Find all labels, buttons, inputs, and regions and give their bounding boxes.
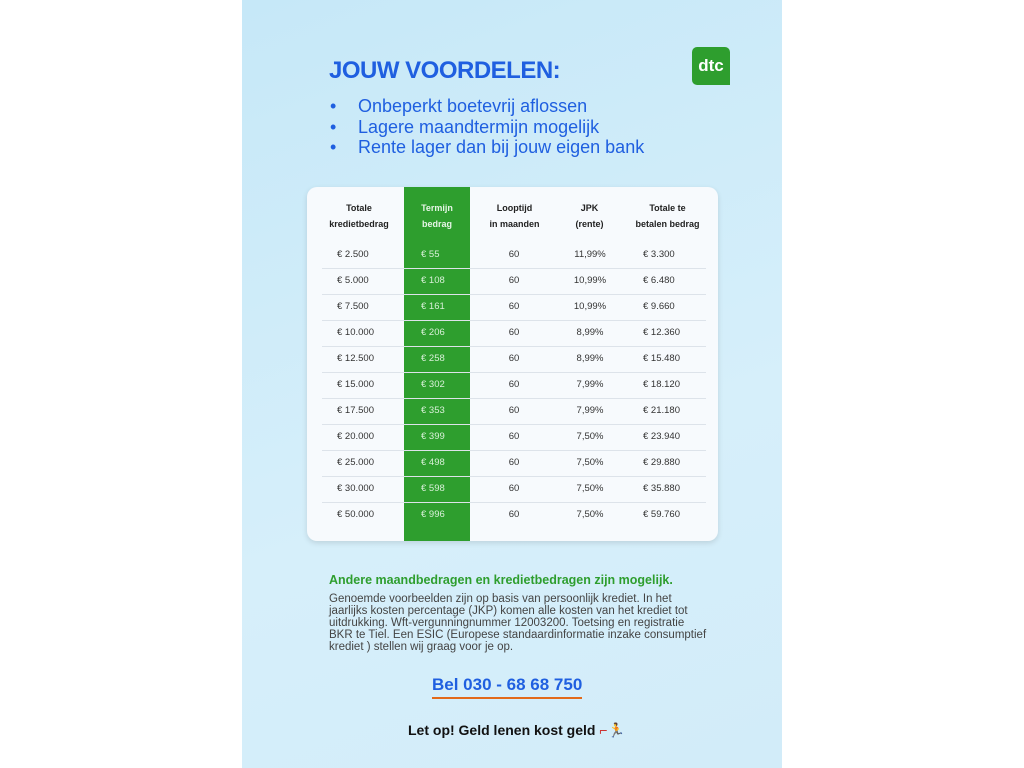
table-cell: € 302	[421, 379, 445, 390]
table-cell: 60	[508, 353, 520, 364]
table-row: € 5.000 € 108 60 10,99% € 6.480	[322, 268, 706, 295]
table-cell: 60	[508, 405, 520, 416]
table-cell: 10,99%	[573, 301, 607, 312]
table-cell: € 206	[421, 327, 445, 338]
table-cell: 60	[508, 379, 520, 390]
table-cell: € 2.500	[337, 249, 369, 260]
table-row: € 17.500 € 353 60 7,99% € 21.180	[322, 398, 706, 425]
table-cell: 10,99%	[573, 275, 607, 286]
table-cell: € 10.000	[337, 327, 374, 338]
table-cell: € 9.660	[643, 301, 675, 312]
table-row: € 15.000 € 302 60 7,99% € 18.120	[322, 372, 706, 399]
page-title: JOUW VOORDELEN:	[329, 57, 561, 84]
table-cell: € 15.480	[643, 353, 680, 364]
table-cell: € 29.880	[643, 457, 680, 468]
table-cell: 7,50%	[576, 483, 604, 494]
table-cell: € 353	[421, 405, 445, 416]
table-row: € 20.000 € 399 60 7,50% € 23.940	[322, 424, 706, 451]
table-cell: 60	[508, 431, 520, 442]
table-cell: € 35.880	[643, 483, 680, 494]
table-cell: 7,50%	[576, 431, 604, 442]
table-row: € 10.000 € 206 60 8,99% € 12.360	[322, 320, 706, 347]
table-row: € 7.500 € 161 60 10,99% € 9.660	[322, 294, 706, 321]
table-row: € 2.500 € 55 60 11,99% € 3.300	[322, 242, 706, 269]
table-cell: 7,50%	[576, 457, 604, 468]
table-cell: 7,99%	[576, 379, 604, 390]
table-row: € 12.500 € 258 60 8,99% € 15.480	[322, 346, 706, 373]
table-cell: 60	[508, 509, 520, 520]
table-cell: 8,99%	[576, 327, 604, 338]
table-cell: € 5.000	[337, 275, 369, 286]
loan-table: Totale kredietbedrag Termijn bedrag Looptijd…	[307, 187, 718, 541]
table-row: € 50.000 € 996 60 7,50% € 59.760	[322, 502, 706, 528]
table-cell: € 25.000	[337, 457, 374, 468]
table-cell: € 598	[421, 483, 445, 494]
table-cell: 60	[508, 457, 520, 468]
benefits-list: • Onbeperkt boetevrij aflossen • Lagere ma…	[330, 96, 644, 158]
table-cell: € 15.000	[337, 379, 374, 390]
table-cell: € 18.120	[643, 379, 680, 390]
table-cell: 7,99%	[576, 405, 604, 416]
column-header: Looptijd in maanden	[489, 203, 540, 229]
highlight-column	[404, 187, 470, 541]
table-cell: € 498	[421, 457, 445, 468]
table-cell: € 399	[421, 431, 445, 442]
table-cell: 7,50%	[576, 509, 604, 520]
disclaimer: Genoemde voorbeelden zijn op basis van p…	[329, 593, 707, 653]
warning-text: Let op! Geld lenen kost geld ⌐🏃	[408, 722, 625, 738]
table-cell: € 258	[421, 353, 445, 364]
table-cell: 60	[508, 275, 520, 286]
list-item: • Lagere maandtermijn mogelijk	[330, 116, 600, 137]
table-cell: 8,99%	[576, 353, 604, 364]
table-cell: € 6.480	[643, 275, 675, 286]
running-man-icon: ⌐🏃	[599, 722, 625, 738]
flyer-page: JOUW VOORDELEN: dtc • Onbeperkt boetevrij…	[242, 0, 782, 768]
table-cell: € 17.500	[337, 405, 374, 416]
table-cell: € 55	[421, 249, 440, 260]
table-cell: € 7.500	[337, 301, 369, 312]
table-cell: € 3.300	[643, 249, 675, 260]
list-item: • Onbeperkt boetevrij aflossen	[330, 96, 588, 116]
table-cell: € 12.360	[643, 327, 680, 338]
table-cell: € 12.500	[337, 353, 374, 364]
table-cell: 60	[508, 301, 520, 312]
list-item: • Rente lager dan bij jouw eigen bank	[330, 137, 645, 157]
table-row: € 30.000 € 598 60 7,50% € 35.880	[322, 476, 706, 503]
table-cell: 11,99%	[574, 249, 606, 260]
table-cell: € 996	[421, 509, 445, 520]
subheading: Andere maandbedragen en kredietbedragen …	[329, 573, 673, 587]
table-cell: € 108	[421, 275, 445, 286]
column-header: Termijn bedrag	[421, 203, 453, 229]
table-cell: € 161	[421, 301, 445, 312]
dtc-logo: dtc	[692, 47, 730, 85]
table-cell: 60	[508, 327, 520, 338]
table-cell: € 50.000	[337, 509, 374, 520]
table-cell: € 20.000	[337, 431, 374, 442]
table-cell: € 21.180	[643, 405, 680, 416]
table-cell: € 30.000	[337, 483, 374, 494]
table-cell: € 23.940	[643, 431, 680, 442]
column-header: Totale kredietbedrag	[329, 203, 389, 229]
column-header: Totale te betalen bedrag	[635, 203, 700, 229]
table-cell: 60	[508, 249, 520, 260]
table-cell: 60	[508, 483, 520, 494]
phone-link[interactable]: Bel 030 - 68 68 750	[432, 675, 583, 699]
table-row: € 25.000 € 498 60 7,50% € 29.880	[322, 450, 706, 477]
table-cell: € 59.760	[643, 509, 680, 520]
column-header: JPK (rente)	[575, 203, 604, 229]
